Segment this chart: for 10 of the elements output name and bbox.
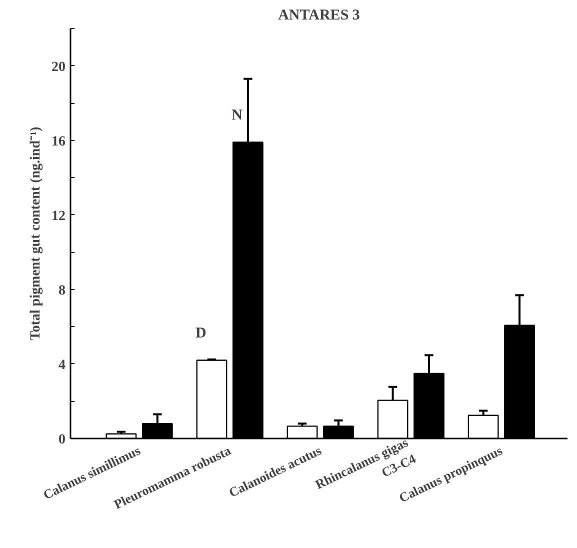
chart-title: ANTARES 3 bbox=[278, 8, 360, 24]
y-axis-title: Total pigment gut content (ng.ind⁻¹) bbox=[28, 126, 44, 340]
y-tick-label: 4 bbox=[58, 358, 66, 373]
y-tick-label: 16 bbox=[52, 134, 66, 150]
series-label: D bbox=[195, 326, 206, 342]
y-tick-label: 8 bbox=[58, 283, 66, 298]
y-tick-label: 20 bbox=[52, 60, 66, 75]
y-tick-label: 12 bbox=[52, 208, 66, 224]
y-tick-label: 0 bbox=[58, 432, 66, 448]
series-label: N bbox=[232, 108, 243, 124]
